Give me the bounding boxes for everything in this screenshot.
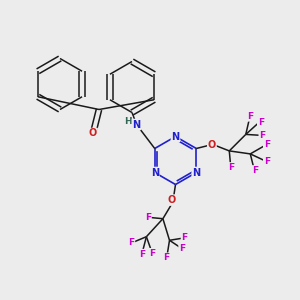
- Text: H: H: [124, 117, 132, 126]
- Text: F: F: [128, 238, 134, 247]
- Text: N: N: [132, 119, 141, 130]
- Text: F: F: [164, 253, 169, 262]
- Text: F: F: [258, 118, 264, 127]
- Text: F: F: [264, 157, 270, 166]
- Text: F: F: [247, 112, 253, 121]
- Text: N: N: [192, 167, 200, 178]
- Text: O: O: [168, 195, 176, 205]
- Text: F: F: [145, 213, 151, 222]
- Text: F: F: [228, 163, 234, 172]
- Text: F: F: [259, 131, 265, 140]
- Text: F: F: [179, 244, 185, 253]
- Text: F: F: [149, 249, 155, 258]
- Text: F: F: [252, 166, 258, 175]
- Text: N: N: [171, 131, 180, 142]
- Text: F: F: [182, 233, 188, 242]
- Text: F: F: [264, 140, 270, 149]
- Text: F: F: [139, 250, 145, 259]
- Text: N: N: [151, 167, 159, 178]
- Text: O: O: [89, 128, 97, 139]
- Text: O: O: [208, 140, 216, 151]
